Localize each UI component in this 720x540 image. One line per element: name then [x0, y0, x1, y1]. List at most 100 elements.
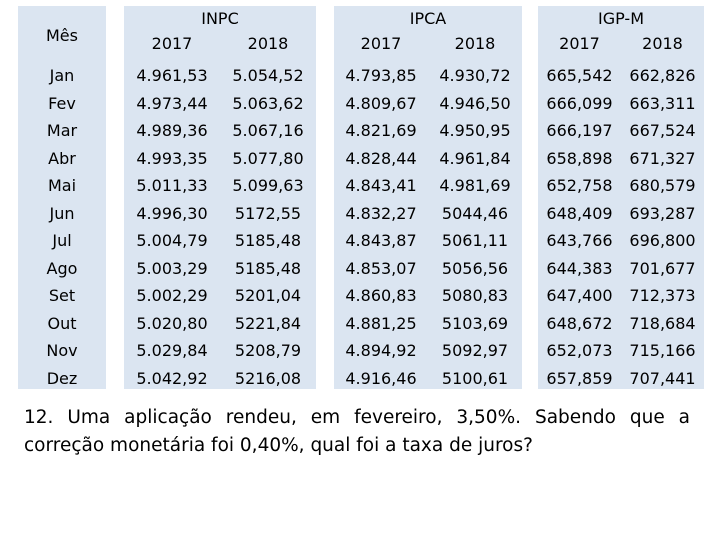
- table-cell: 4.996,30: [136, 203, 208, 223]
- table-cell: 657,859: [546, 368, 613, 388]
- table-cell: 666,197: [546, 121, 613, 140]
- table-cell: 5092,97: [441, 341, 509, 360]
- table-cell: 652,758: [546, 176, 613, 195]
- table-cell: 5216,08: [234, 368, 302, 388]
- table-cell: 5.054,52: [232, 66, 304, 85]
- table-cell: 4.961,84: [439, 148, 511, 168]
- table-cell: 4.843,87: [345, 231, 417, 250]
- table-cell: 647,400: [546, 286, 613, 305]
- month-label: Out: [47, 313, 77, 333]
- table-cell: 5.020,80: [136, 313, 208, 333]
- inpc-column-bg: [124, 6, 316, 389]
- table-cell: 4.981,69: [439, 176, 511, 195]
- table-cell: 5.042,92: [136, 368, 208, 388]
- table-cell: 4.950,95: [439, 121, 511, 140]
- month-header: Mês: [46, 26, 78, 45]
- table-cell: 4.793,85: [345, 66, 417, 85]
- table-cell: 643,766: [546, 231, 613, 250]
- table-cell: 666,099: [546, 93, 613, 113]
- table-cell: 644,383: [546, 258, 613, 278]
- group-header-igpm: IGP-M: [598, 9, 644, 28]
- table-cell: 5.029,84: [136, 341, 208, 360]
- table-cell: 648,672: [546, 313, 613, 333]
- question-text: Uma aplicação rendeu, em fevereiro, 3,50…: [24, 407, 690, 456]
- group-header-inpc: INPC: [201, 9, 239, 28]
- year-header: 2018: [642, 34, 683, 53]
- month-label: Jun: [49, 203, 75, 223]
- month-label: Set: [48, 286, 76, 305]
- table-cell: 5.099,63: [232, 176, 304, 195]
- table-cell: 4.832,27: [345, 203, 417, 223]
- table-cell: 667,524: [629, 121, 696, 140]
- table-cell: 5172,55: [234, 203, 302, 223]
- month-label: Fev: [48, 93, 76, 113]
- table-cell: 4.821,69: [345, 121, 417, 140]
- table-cell: 696,800: [629, 231, 696, 250]
- table-cell: 5221,84: [234, 313, 302, 333]
- table-cell: 5.011,33: [136, 176, 208, 195]
- table-cell: 4.916,46: [345, 368, 417, 388]
- ipca-column-bg: [334, 6, 522, 389]
- table-cell: 4.930,72: [439, 66, 511, 85]
- year-header: 2017: [360, 34, 402, 53]
- table-cell: 712,373: [629, 286, 696, 305]
- table-cell: 658,898: [546, 148, 613, 168]
- table-cell: 5.077,80: [232, 148, 304, 168]
- question-12: 12. Uma aplicação rendeu, em fevereiro, …: [24, 404, 690, 460]
- table-cell: 5185,48: [234, 258, 302, 278]
- table-cell: 5100,61: [441, 368, 509, 388]
- table-cell: 663,311: [629, 93, 696, 113]
- table-cell: 5208,79: [234, 341, 302, 360]
- month-label: Dez: [46, 368, 78, 388]
- table-cell: 4.993,35: [136, 148, 208, 168]
- table-cell: 5185,48: [234, 231, 302, 250]
- table-cell: 648,409: [546, 203, 613, 223]
- month-label: Mar: [46, 121, 78, 140]
- year-header: 2018: [247, 34, 289, 53]
- month-label: Jan: [49, 66, 75, 85]
- year-header: 2018: [454, 34, 496, 53]
- table-cell: 665,542: [546, 66, 613, 85]
- month-label: Mai: [47, 176, 77, 195]
- table-cell: 4.843,41: [345, 176, 417, 195]
- table-cell: 652,073: [546, 341, 613, 360]
- table-cell: 5.004,79: [136, 231, 208, 250]
- table-cell: 671,327: [629, 148, 696, 168]
- year-header: 2017: [151, 34, 193, 53]
- table-cell: 4.881,25: [345, 313, 417, 333]
- table-cell: 5.063,62: [232, 93, 304, 113]
- table-cell: 5044,46: [441, 203, 509, 223]
- table-cell: 5.067,16: [232, 121, 304, 140]
- table-cell: 4.961,53: [136, 66, 208, 85]
- month-label: Jul: [52, 231, 72, 250]
- table-cell: 5056,56: [441, 258, 509, 278]
- table-cell: 662,826: [629, 66, 696, 85]
- index-table: Mês INPC IPCA IGP-M 2017 2018 2017 2018 …: [18, 6, 704, 389]
- table-cell: 5.003,29: [136, 258, 208, 278]
- table-cell: 4.894,92: [345, 341, 417, 360]
- igpm-column-bg: [538, 6, 704, 389]
- month-column-bg: [18, 6, 106, 389]
- table-cell: 5103,69: [441, 313, 509, 333]
- group-header-ipca: IPCA: [409, 9, 447, 28]
- table-cell: 4.973,44: [136, 93, 208, 113]
- table-cell: 4.989,36: [136, 121, 208, 140]
- table-cell: 707,441: [629, 368, 696, 388]
- question-number: 12.: [24, 407, 54, 428]
- month-label: Abr: [48, 148, 76, 168]
- table-cell: 5080,83: [441, 286, 509, 305]
- table-cell: 718,684: [629, 313, 696, 333]
- table-cell: 701,677: [629, 258, 696, 278]
- table-cell: 4.946,50: [439, 93, 511, 113]
- month-label: Nov: [46, 341, 78, 360]
- table-cell: 5201,04: [234, 286, 302, 305]
- table-cell: 5061,11: [441, 231, 509, 250]
- year-header: 2017: [559, 34, 600, 53]
- table-cell: 4.828,44: [345, 148, 417, 168]
- month-label: Ago: [46, 258, 78, 278]
- table-cell: 693,287: [629, 203, 696, 223]
- table-cell: 4.860,83: [345, 286, 417, 305]
- table-cell: 4.853,07: [345, 258, 417, 278]
- table-cell: 5.002,29: [136, 286, 208, 305]
- table-cell: 4.809,67: [345, 93, 417, 113]
